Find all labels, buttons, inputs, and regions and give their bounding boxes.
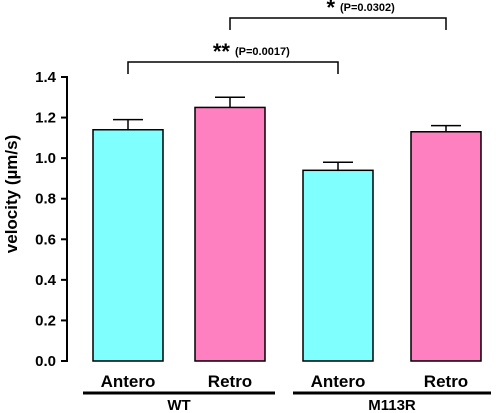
group-label: WT (167, 397, 190, 413)
x-tick-label: Retro (424, 372, 468, 391)
significance-bracket (127, 61, 339, 74)
y-axis-label: velocity (µm/s) (2, 135, 21, 253)
p-value-label: (P=0.0302) (340, 2, 395, 14)
group-label: M113R (368, 397, 416, 413)
y-tick-label: 0.6 (35, 231, 56, 248)
y-tick-label: 0.4 (35, 272, 57, 289)
bar (302, 169, 374, 362)
x-tick-label: Antero (101, 372, 156, 391)
bar (92, 128, 164, 362)
x-tick-label: Retro (208, 372, 252, 391)
significance-stars: ** (213, 39, 231, 64)
y-tick-label: 0.0 (35, 353, 56, 370)
bar (410, 131, 482, 362)
significance-bracket (229, 17, 447, 30)
y-tick-label: 1.4 (35, 69, 57, 86)
p-value-label: (P=0.0017) (235, 46, 290, 58)
significance-stars: * (326, 0, 335, 20)
plot-area: 0.0 0.2 0.4 0.6 0.8 1.0 1.2 1.4 Antero Retro Anter… (35, 0, 491, 413)
bar (194, 106, 266, 362)
y-tick-label: 1.2 (35, 110, 56, 127)
y-tick-label: 0.2 (35, 312, 56, 329)
x-tick-label: Antero (311, 372, 366, 391)
y-tick-label: 0.8 (35, 191, 56, 208)
y-tick-label: 1.0 (35, 150, 56, 167)
